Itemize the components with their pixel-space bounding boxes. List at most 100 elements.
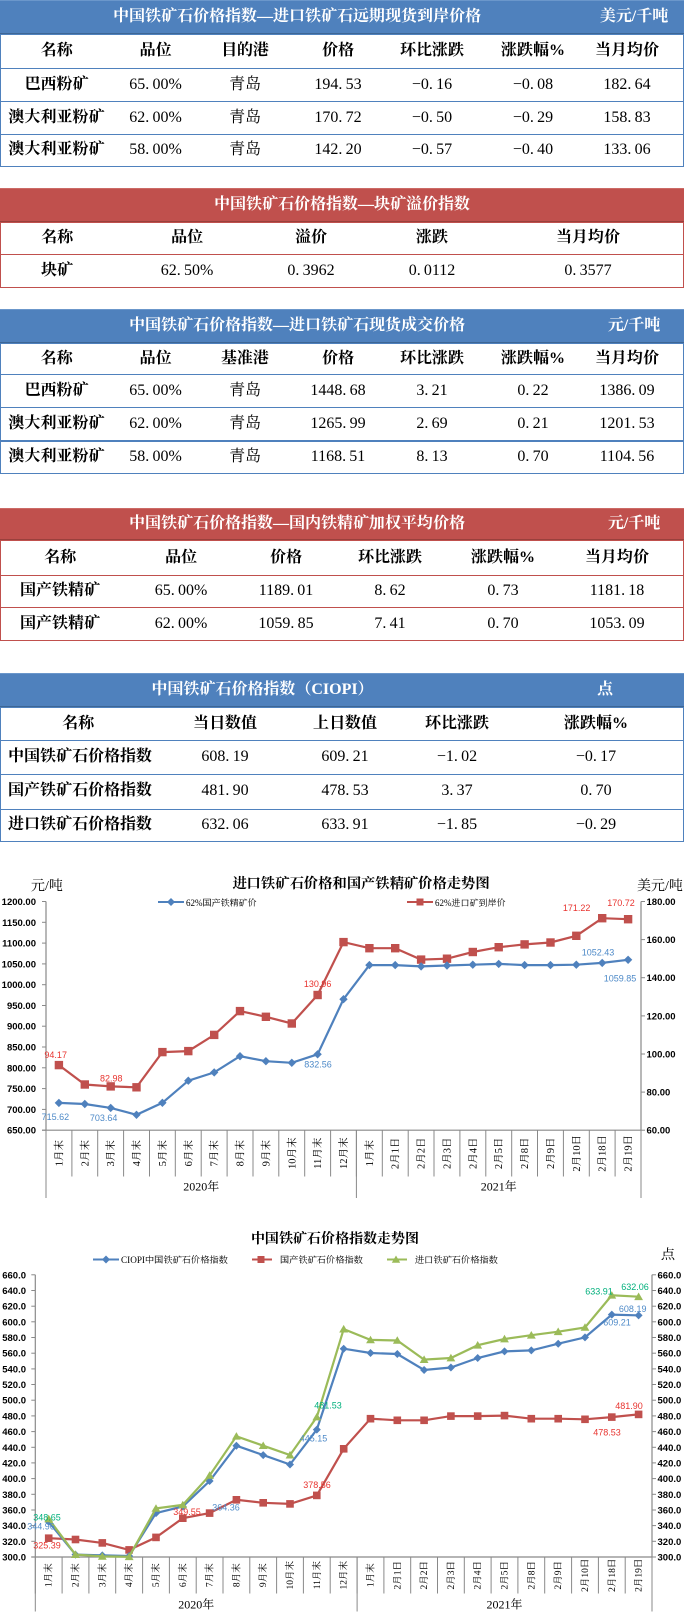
svg-text:340.0: 340.0 [2,1521,26,1532]
svg-text:2月4日: 2月4日 [467,1138,479,1170]
svg-text:2020年: 2020年 [178,1598,214,1612]
svg-text:500.0: 500.0 [658,1396,682,1407]
svg-text:2021年: 2021年 [486,1598,522,1612]
svg-text:120.00: 120.00 [647,1011,676,1022]
svg-text:364.36: 364.36 [212,1503,240,1513]
svg-text:580.0: 580.0 [2,1333,26,1344]
svg-text:950.00: 950.00 [7,1001,36,1012]
svg-text:609.21: 609.21 [603,1318,631,1328]
svg-text:进口铁矿石价格和国产铁精矿价格走势图: 进口铁矿石价格和国产铁精矿价格走势图 [232,875,489,892]
svg-text:10月末: 10月末 [286,1137,298,1169]
svg-text:420.0: 420.0 [658,1458,682,1469]
svg-text:1100.00: 1100.00 [2,939,36,950]
svg-text:3月末: 3月末 [96,1563,108,1587]
svg-text:2月18日: 2月18日 [597,1135,609,1172]
svg-text:600.0: 600.0 [2,1317,26,1328]
svg-text:481.53: 481.53 [314,1401,342,1411]
svg-text:360.0: 360.0 [2,1506,26,1517]
svg-text:2月2日: 2月2日 [419,1561,430,1590]
svg-text:480.0: 480.0 [658,1411,682,1422]
svg-text:CIOPI中国铁矿石价格指数: CIOPI中国铁矿石价格指数 [121,1255,228,1265]
svg-text:445.15: 445.15 [300,1434,328,1444]
svg-text:800.00: 800.00 [7,1063,36,1074]
svg-text:320.0: 320.0 [658,1537,682,1548]
svg-text:中国铁矿石价格指数走势图: 中国铁矿石价格指数走势图 [251,1230,419,1247]
svg-text:660.0: 660.0 [2,1270,26,1281]
svg-text:2月2日: 2月2日 [416,1138,428,1170]
svg-text:2月末: 2月末 [70,1563,82,1587]
svg-text:2月18日: 2月18日 [607,1559,618,1592]
svg-text:1050.00: 1050.00 [2,959,36,970]
svg-text:608.19: 608.19 [619,1304,647,1314]
svg-text:2020年: 2020年 [183,1180,219,1194]
svg-text:2月19日: 2月19日 [634,1559,645,1592]
svg-text:60.00: 60.00 [647,1126,671,1137]
svg-text:12月末: 12月末 [338,1137,350,1169]
svg-text:12月末: 12月末 [338,1560,350,1589]
svg-text:62%国产铁精矿价: 62%国产铁精矿价 [186,898,257,908]
svg-text:703.64: 703.64 [90,1113,118,1123]
svg-text:5月末: 5月末 [157,1140,169,1167]
svg-text:94.17: 94.17 [44,1050,67,1060]
svg-text:1200.00: 1200.00 [2,897,36,908]
svg-text:380.0: 380.0 [2,1490,26,1501]
svg-text:进口铁矿石价格指数: 进口铁矿石价格指数 [414,1255,498,1265]
svg-text:900.00: 900.00 [7,1022,36,1033]
svg-text:7月末: 7月末 [209,1140,221,1167]
svg-text:348.65: 348.65 [33,1513,61,1523]
svg-text:2月10日: 2月10日 [571,1135,583,1172]
svg-text:481.90: 481.90 [615,1401,643,1411]
svg-text:1059.85: 1059.85 [604,974,637,984]
svg-text:460.0: 460.0 [658,1427,682,1438]
svg-text:6月末: 6月末 [183,1140,195,1167]
svg-text:2月3日: 2月3日 [446,1561,457,1590]
svg-text:1000.00: 1000.00 [2,980,36,991]
svg-text:500.0: 500.0 [2,1396,26,1407]
svg-text:460.0: 460.0 [2,1427,26,1438]
svg-text:170.72: 170.72 [607,898,635,908]
svg-text:2月10日: 2月10日 [580,1559,591,1592]
svg-text:130.96: 130.96 [304,979,332,989]
svg-text:349.55: 349.55 [173,1507,201,1517]
svg-text:美元/吨: 美元/吨 [637,878,683,894]
svg-text:344.96: 344.96 [27,1522,55,1532]
svg-text:832.56: 832.56 [304,1060,332,1070]
svg-text:400.0: 400.0 [658,1474,682,1485]
svg-text:2月3日: 2月3日 [442,1138,454,1170]
svg-text:1月末: 1月末 [364,1140,376,1167]
svg-text:4月末: 4月末 [131,1140,143,1167]
svg-text:325.39: 325.39 [33,1541,61,1551]
svg-text:160.00: 160.00 [647,935,676,946]
svg-text:420.0: 420.0 [2,1458,26,1469]
svg-text:2月4日: 2月4日 [473,1561,484,1590]
svg-text:715.62: 715.62 [42,1112,70,1122]
svg-text:2月19日: 2月19日 [623,1135,635,1172]
svg-text:140.00: 140.00 [647,973,676,984]
svg-text:2月8日: 2月8日 [526,1561,537,1590]
svg-text:440.0: 440.0 [2,1443,26,1454]
svg-text:62%进口矿到岸价: 62%进口矿到岸价 [435,898,506,908]
svg-text:2021年: 2021年 [481,1180,517,1194]
svg-text:660.0: 660.0 [658,1270,682,1281]
svg-text:1月末: 1月末 [365,1563,377,1587]
svg-text:80.00: 80.00 [647,1088,671,1099]
svg-text:300.0: 300.0 [658,1553,682,1564]
svg-text:520.0: 520.0 [658,1380,682,1391]
svg-text:300.0: 300.0 [2,1553,26,1564]
svg-text:380.0: 380.0 [658,1490,682,1501]
svg-text:560.0: 560.0 [2,1349,26,1360]
svg-text:440.0: 440.0 [658,1443,682,1454]
svg-text:580.0: 580.0 [658,1333,682,1344]
svg-text:632.06: 632.06 [621,1282,649,1292]
svg-text:8月末: 8月末 [230,1563,242,1587]
svg-text:8月末: 8月末 [235,1140,247,1167]
svg-text:1月末: 1月末 [43,1563,55,1587]
svg-text:9月末: 9月末 [260,1140,272,1167]
svg-text:2月9日: 2月9日 [545,1138,557,1170]
svg-text:850.00: 850.00 [7,1043,36,1054]
svg-text:360.0: 360.0 [658,1506,682,1517]
svg-text:520.0: 520.0 [2,1380,26,1391]
svg-text:7月末: 7月末 [204,1563,216,1587]
svg-text:540.0: 540.0 [2,1364,26,1375]
svg-text:1月末: 1月末 [53,1140,65,1167]
